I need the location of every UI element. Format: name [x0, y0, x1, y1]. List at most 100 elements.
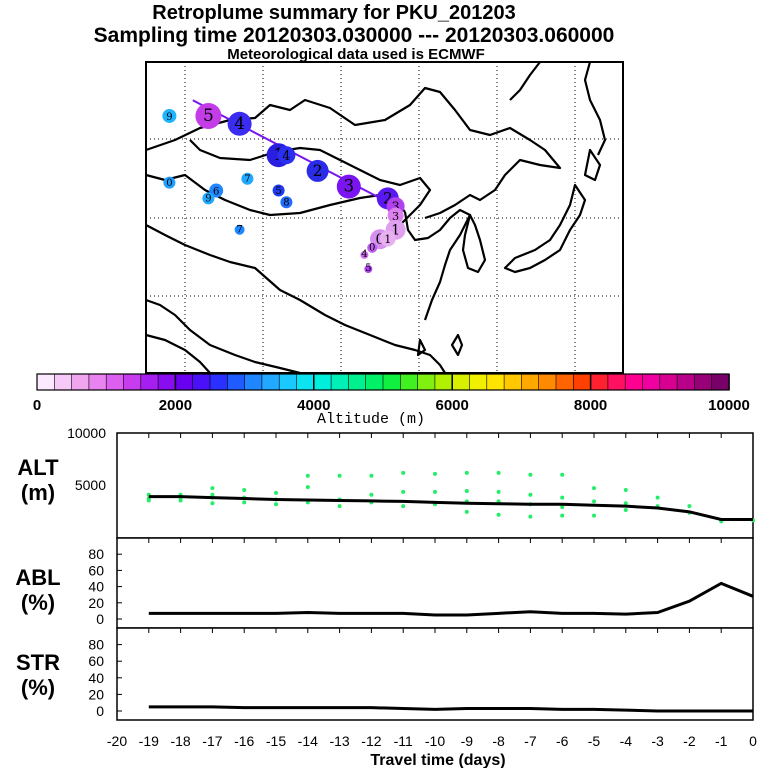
alt-point: [433, 489, 437, 494]
x-tick-label: -4: [620, 733, 633, 749]
alt-tick-10000: 10000: [67, 425, 106, 441]
colorbar-swatch: [676, 373, 696, 391]
country-borders: [145, 61, 607, 375]
colorbar-swatch: [244, 373, 263, 391]
alt-point: [560, 505, 565, 510]
colorbar-border: [36, 373, 730, 391]
colorbar-swatch: [209, 373, 229, 391]
alt-point: [496, 489, 501, 494]
plume-marker: [162, 108, 177, 123]
pct-tick-label: 80: [88, 637, 104, 653]
plume-marker: [209, 183, 224, 198]
colorbar-tick-label: 10000: [708, 397, 750, 414]
str-label: STR: [16, 650, 60, 675]
pct-tick-label: 80: [88, 546, 104, 562]
colorbar-tick-label: 2000: [159, 397, 192, 414]
plume-marker: [336, 174, 361, 199]
x-tick-label: -6: [556, 733, 569, 749]
abl-line: [148, 581, 754, 617]
x-tick-label: -12: [361, 733, 381, 749]
colorbar-swatch: [227, 373, 246, 391]
colorbar-swatch: [538, 373, 557, 391]
alt-point: [337, 473, 342, 478]
alt-point: [369, 473, 374, 478]
alt-point: [560, 495, 565, 500]
colorbar-swatch: [53, 373, 73, 391]
plume-marker: [272, 184, 285, 197]
x-tick-label: -11: [394, 733, 413, 749]
plume-marker-label: 3: [343, 176, 354, 196]
plume-marker-label: 3: [392, 210, 399, 223]
alt-point: [401, 470, 406, 475]
x-tick-label: -5: [588, 733, 601, 749]
alt-point: [274, 502, 278, 507]
plume-marker: [379, 230, 396, 247]
x-tick-label: -10: [425, 733, 445, 749]
plume-marker-label: 0: [166, 178, 172, 189]
alt-point: [623, 507, 628, 512]
alt-frame: [116, 432, 754, 539]
colorbar-swatch: [278, 373, 298, 391]
alt-point: [592, 486, 596, 491]
plume-marker-label: 2: [313, 162, 323, 180]
sampling-time: Sampling time 20120303.030000 --- 201203…: [93, 24, 615, 47]
alt-point: [592, 499, 596, 504]
alt-point: [178, 498, 183, 503]
plume-marker: [195, 102, 222, 129]
colorbar-swatch: [624, 373, 644, 391]
plume-marker: [234, 224, 245, 235]
colorbar-label: Altitude (m): [317, 411, 425, 428]
alt-point: [623, 488, 628, 492]
colorbar-swatch: [382, 373, 402, 391]
map-panel: 95414230697587233101045: [145, 61, 624, 375]
x-tick-label: -14: [298, 733, 318, 749]
x-tick-label: -18: [170, 733, 190, 749]
plume-marker-label: 2: [383, 189, 393, 207]
x-tick-label: -19: [139, 733, 159, 749]
plume-marker: [277, 146, 296, 165]
plume-marker: [306, 159, 329, 182]
plume-marker-label: 3: [392, 199, 400, 214]
alt-point: [560, 472, 565, 477]
map-frame: [145, 61, 624, 374]
plume-marker-label: 1: [391, 223, 400, 239]
plume-marker: [387, 207, 404, 224]
alt-point: [401, 489, 406, 494]
colorbar-tick-label: 8000: [574, 397, 607, 414]
x-tick-label: -16: [234, 733, 254, 749]
alt-point: [528, 492, 533, 497]
pct-tick-label: 20: [88, 595, 104, 611]
alt-unit: (m): [21, 480, 55, 505]
alt-point: [464, 488, 469, 493]
plume-marker-label: 7: [236, 225, 242, 236]
plume-marker-label: 5: [365, 263, 371, 274]
colorbar-swatch: [157, 373, 177, 391]
pct-tick-label: 40: [88, 670, 104, 686]
alt-label: ALT: [17, 455, 59, 480]
alt-point: [305, 485, 310, 490]
plume-marker-label: 4: [282, 148, 290, 163]
plume-marker: [360, 250, 369, 259]
alt-point: [464, 509, 469, 514]
colorbar-tick-label: 0: [33, 397, 41, 414]
plume-marker-label: 7: [244, 174, 250, 185]
x-tick-label: -8: [492, 733, 505, 749]
alt-point: [496, 512, 501, 517]
alt-point: [369, 492, 374, 497]
colorbar-swatch: [521, 373, 540, 391]
x-tick-label: -20: [107, 733, 127, 749]
abl-unit: (%): [21, 590, 55, 615]
colorbar-swatch: [572, 373, 592, 391]
colorbar-ticks: 0 2000 4000 6000 8000 10000: [33, 374, 750, 414]
plume-marker: [367, 242, 378, 253]
alt-mean-line: [148, 495, 753, 521]
plume-marker: [241, 172, 254, 185]
x-tick-label: -9: [461, 733, 474, 749]
abl-label: ABL: [15, 565, 60, 590]
alt-point: [592, 513, 596, 518]
plume-marker-label: 5: [275, 186, 281, 197]
alt-point: [464, 470, 469, 475]
x-tick-label: -1: [715, 733, 728, 749]
